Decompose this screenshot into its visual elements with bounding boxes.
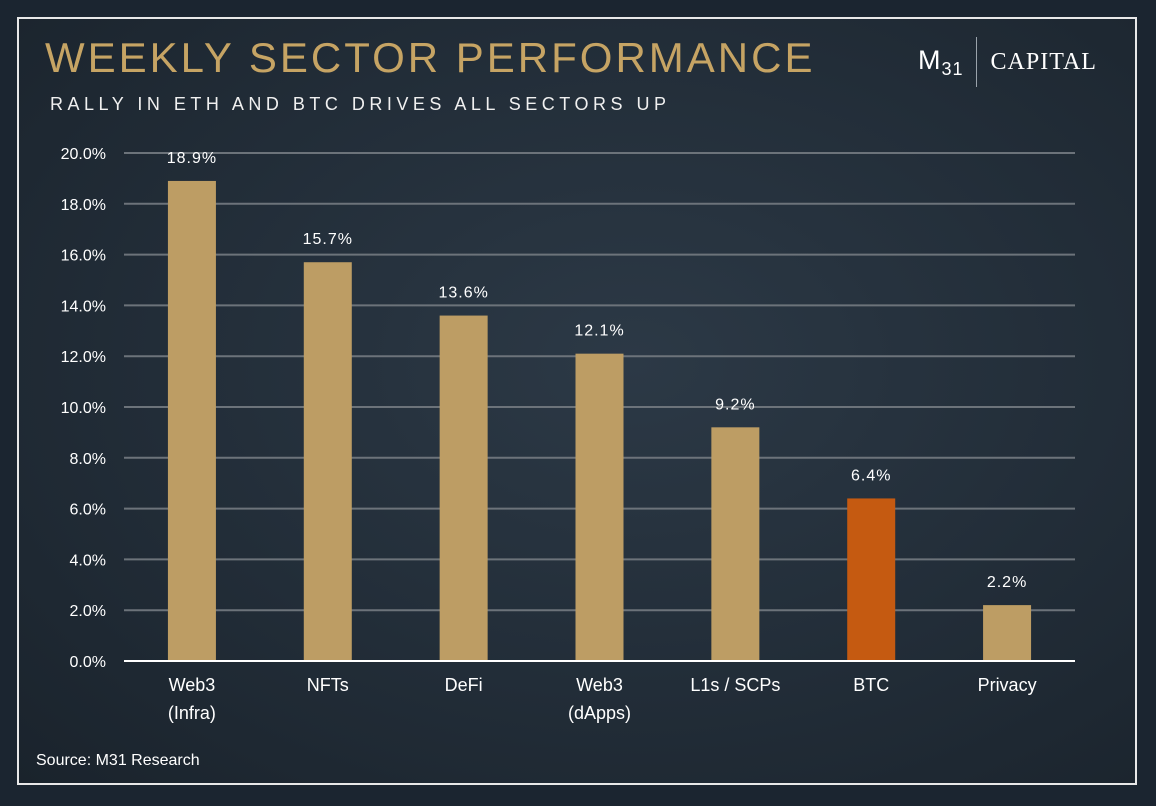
x-tick-label: NFTs	[307, 675, 349, 695]
data-label: 12.1%	[574, 323, 624, 340]
logo-mark: M31	[918, 45, 964, 80]
y-tick-label: 18.0%	[61, 197, 106, 214]
chart-title: WEEKLY SECTOR PERFORMANCE	[45, 34, 816, 81]
y-tick-label: 14.0%	[61, 298, 106, 315]
bar	[847, 498, 896, 661]
logo-mark-number: 31	[941, 58, 964, 79]
x-tick-label: Web3	[169, 675, 216, 695]
logo-mark-letter: M	[918, 44, 942, 75]
data-label: 6.4%	[851, 467, 891, 484]
x-tick-label: Web3	[576, 675, 623, 695]
bar	[575, 353, 624, 661]
bar	[711, 427, 760, 661]
y-tick-label: 6.0%	[70, 502, 106, 519]
data-label: 9.2%	[715, 396, 755, 413]
y-tick-label: 12.0%	[61, 349, 106, 366]
x-tick-label: Privacy	[978, 675, 1037, 695]
bar	[303, 262, 352, 661]
x-tick-label: DeFi	[445, 675, 483, 695]
bar	[983, 605, 1032, 661]
chart-subtitle: RALLY IN ETH AND BTC DRIVES ALL SECTORS …	[50, 94, 671, 114]
bar	[439, 315, 488, 661]
y-tick-label: 2.0%	[70, 603, 106, 620]
y-tick-label: 20.0%	[61, 146, 106, 163]
y-tick-label: 16.0%	[61, 248, 106, 265]
logo-divider	[975, 37, 977, 87]
y-tick-label: 4.0%	[70, 552, 106, 569]
x-tick-label: (Infra)	[168, 703, 216, 723]
y-tick-label: 0.0%	[70, 654, 106, 671]
company-logo: M31 CAPITAL	[918, 36, 1097, 88]
data-label: 2.2%	[987, 574, 1027, 591]
bar	[167, 180, 216, 661]
data-label: 15.7%	[303, 231, 353, 248]
x-tick-label: BTC	[853, 675, 889, 695]
source-note: Source: M31 Research	[36, 752, 200, 769]
logo-wordmark: CAPITAL	[990, 48, 1097, 75]
x-tick-label: (dApps)	[568, 703, 631, 723]
y-tick-label: 8.0%	[70, 451, 106, 468]
y-tick-label: 10.0%	[61, 400, 106, 417]
x-tick-label: L1s / SCPs	[690, 675, 780, 695]
data-label: 13.6%	[438, 285, 488, 302]
data-label: 18.9%	[167, 150, 217, 167]
